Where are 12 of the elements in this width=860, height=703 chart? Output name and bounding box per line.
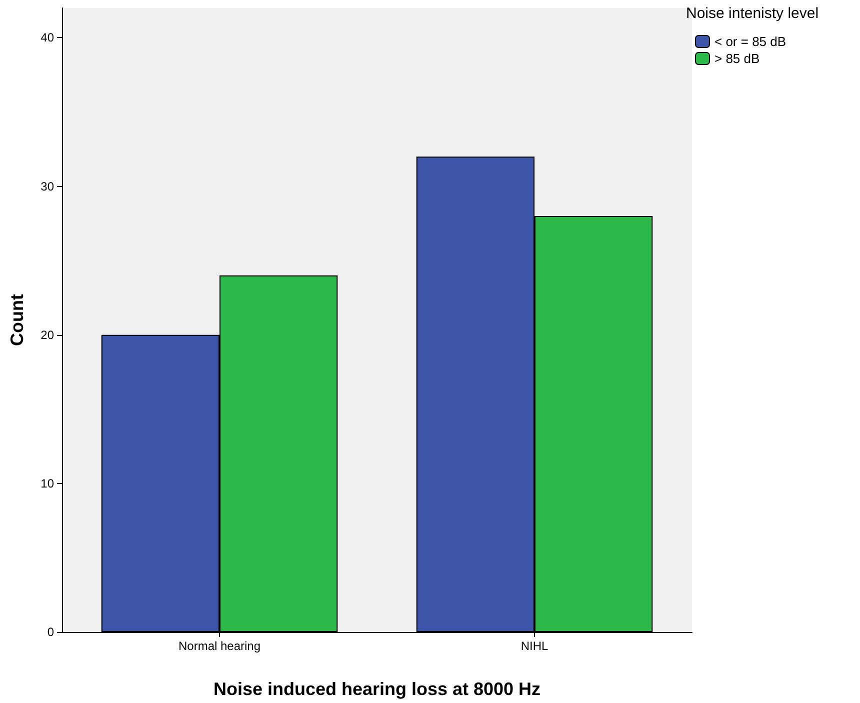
y-tick-label: 20 xyxy=(40,328,54,342)
x-tick-label: NIHL xyxy=(520,639,548,653)
legend-label: < or = 85 dB xyxy=(714,34,786,49)
y-tick-label: 40 xyxy=(40,30,54,45)
legend-label: > 85 dB xyxy=(714,51,760,66)
y-tick-label: 10 xyxy=(40,476,54,490)
x-axis-title: Noise induced hearing loss at 8000 Hz xyxy=(213,679,541,699)
y-axis-title: Count xyxy=(7,294,27,346)
legend-title: Noise intenisty level xyxy=(686,5,819,22)
x-tick-label: Normal hearing xyxy=(178,639,261,653)
y-tick-label: 0 xyxy=(47,625,54,639)
y-tick-label: 30 xyxy=(40,179,54,194)
